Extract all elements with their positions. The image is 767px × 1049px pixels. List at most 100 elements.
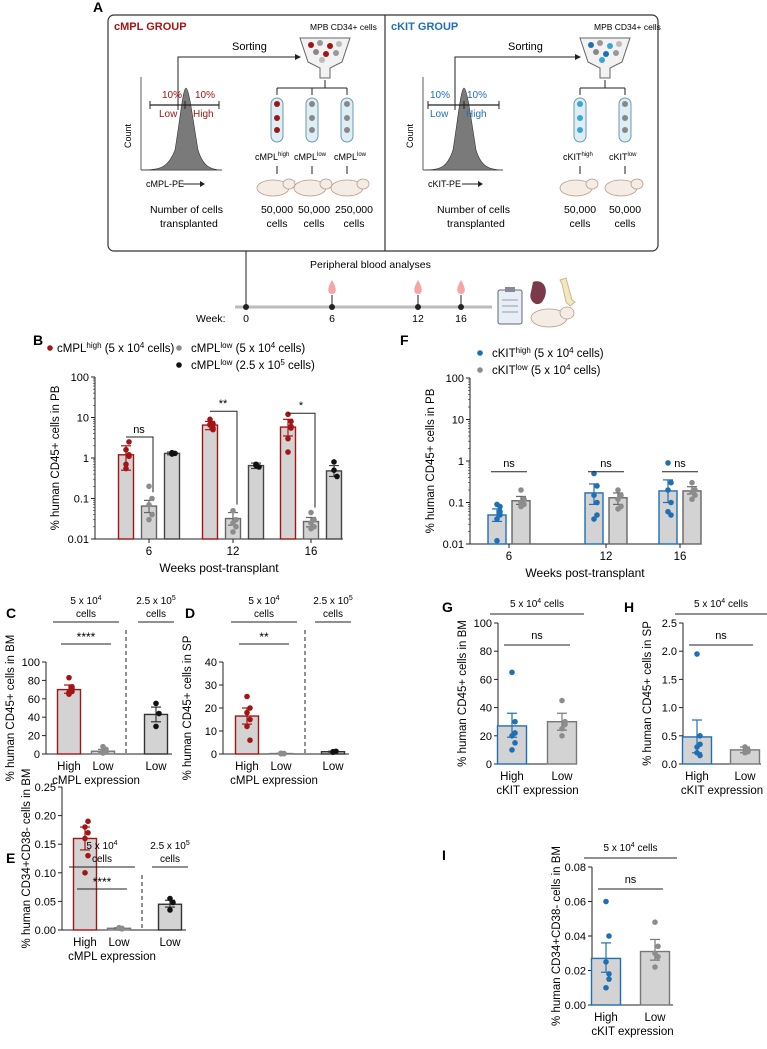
data-point <box>694 651 700 657</box>
chart-f: 0.01 0.1 1 10 100 % human CD45+ cells in PB F 6… <box>400 332 702 580</box>
bar <box>325 470 343 540</box>
data-point <box>668 479 674 486</box>
week-16-label: 16 <box>455 313 467 325</box>
legend-marker <box>477 367 483 373</box>
x-axis-label: cKIT expression <box>496 785 578 797</box>
cmpl-pct-high: 10% <box>195 90 215 101</box>
data-point <box>512 740 518 746</box>
x-tick-label: Low <box>108 937 130 949</box>
y-tick-label: 80 <box>480 646 492 658</box>
data-point <box>665 487 671 493</box>
x-axis-label: cMPL expression <box>68 951 156 963</box>
x-tick-label: 12 <box>600 551 613 563</box>
data-point <box>697 733 703 739</box>
chart-d: 0 10 20 30 40 % human CD45+ cells in SP D High L… <box>182 595 353 787</box>
group-label: 5 x 104 <box>86 840 117 852</box>
x-axis-label: cMPL expression <box>52 775 140 787</box>
data-point <box>692 492 698 498</box>
x-tick-label: Low <box>92 761 114 773</box>
ckit-pct-low: 10% <box>430 90 450 101</box>
data-point <box>247 737 253 743</box>
y-tick-label: 0.00 <box>35 925 56 937</box>
data-point <box>694 749 700 756</box>
x-tick-label: Low <box>159 937 181 949</box>
significance-label: **** <box>77 630 96 644</box>
cmpl-sorting-arrowhead <box>295 54 301 60</box>
data-point <box>146 483 152 490</box>
cmpl-low-label: Low <box>159 109 178 120</box>
data-point <box>278 750 284 757</box>
y-tick-label: 0.01 <box>443 539 464 551</box>
data-point <box>665 508 671 515</box>
legend-entry: cMPLlow (5 x 104 cells) <box>191 341 305 355</box>
data-point <box>497 503 503 510</box>
data-point <box>742 744 748 750</box>
legend-entry: cMPLlow (2.5 x 105 cells) <box>191 358 315 372</box>
x-tick-label: High <box>57 761 81 773</box>
y-tick-label: 0.02 <box>565 966 586 978</box>
x-axis-label: Weeks post-transplant <box>159 561 279 575</box>
data-point <box>689 479 695 486</box>
y-tick-label: 0 <box>211 749 217 761</box>
data-point <box>85 818 91 825</box>
y-tick-label: 100 <box>71 372 89 384</box>
chart-e: 0.00 0.05 0.10 0.15 0.20 0.25% human CD34+CD3… <box>6 769 190 963</box>
data-point <box>126 451 132 458</box>
data-point <box>494 537 500 544</box>
data-point <box>288 418 294 425</box>
panel-letter: F <box>400 332 409 348</box>
y-axis-label: % human CD45+ cells in BM <box>5 635 17 782</box>
legend-entry: cKITlow (5 x 104 cells) <box>492 363 601 377</box>
x-tick-label: High <box>235 761 259 773</box>
y-tick-label: 0.00 <box>565 1000 586 1012</box>
data-point <box>244 709 250 716</box>
data-point <box>230 520 236 526</box>
data-point <box>308 509 314 516</box>
data-point <box>66 674 72 681</box>
group-label: 5 x 104 cells <box>510 598 564 610</box>
data-point <box>170 899 176 906</box>
ckit-sorting-arrowhead <box>575 54 581 60</box>
ckit-hist-xlabel: cKIT-PE <box>428 179 461 189</box>
data-point <box>210 425 216 431</box>
cmpl-unit-1: cells <box>266 218 287 230</box>
week-0-label: 0 <box>243 313 249 325</box>
y-tick-label: 0.10 <box>35 868 56 880</box>
ckit-histogram <box>422 77 504 171</box>
significance-label: ns <box>600 458 612 470</box>
data-point <box>82 824 88 830</box>
data-point <box>123 446 129 453</box>
data-point <box>594 483 600 489</box>
data-point <box>603 959 609 965</box>
ckit-tube-1-label: cKIThigh <box>563 152 593 162</box>
data-point <box>497 512 503 518</box>
data-point <box>119 925 125 932</box>
cmpl-cells-label-2: transplanted <box>160 218 218 230</box>
ckit-pct-high: 10% <box>467 90 487 101</box>
y-tick-label: 60 <box>28 694 40 706</box>
y-tick-label: 40 <box>28 712 40 724</box>
ckit-high-label: High <box>466 109 487 120</box>
group-label: 2.5 x 105 <box>313 595 353 607</box>
data-point <box>562 721 568 728</box>
data-point <box>652 919 658 925</box>
x-tick-label: Low <box>322 761 344 773</box>
x-tick-label: 16 <box>674 551 687 563</box>
y-tick-label: 10 <box>452 415 464 427</box>
data-point <box>167 895 173 902</box>
cmpl-high-label: High <box>193 109 214 120</box>
data-point <box>247 705 253 711</box>
y-tick-label: 20 <box>480 731 492 743</box>
y-tick-label: 0.0 <box>662 759 677 771</box>
week-12-label: 12 <box>412 313 424 325</box>
significance-label: ns <box>674 458 686 470</box>
data-point <box>207 421 213 428</box>
data-point <box>230 529 236 535</box>
data-point <box>509 747 515 753</box>
group-label: 2.5 x 105 <box>150 840 190 852</box>
y-axis-label: % human CD45+ cells in BM <box>457 620 469 767</box>
panel-letter: I <box>442 847 446 863</box>
significance-label: * <box>299 400 304 412</box>
chart-h: 0.0 0.5 1.0 1.5 2.0 2.5 % human CD45+ cells in… <box>624 598 767 797</box>
y-tick-label: 100 <box>474 618 492 630</box>
